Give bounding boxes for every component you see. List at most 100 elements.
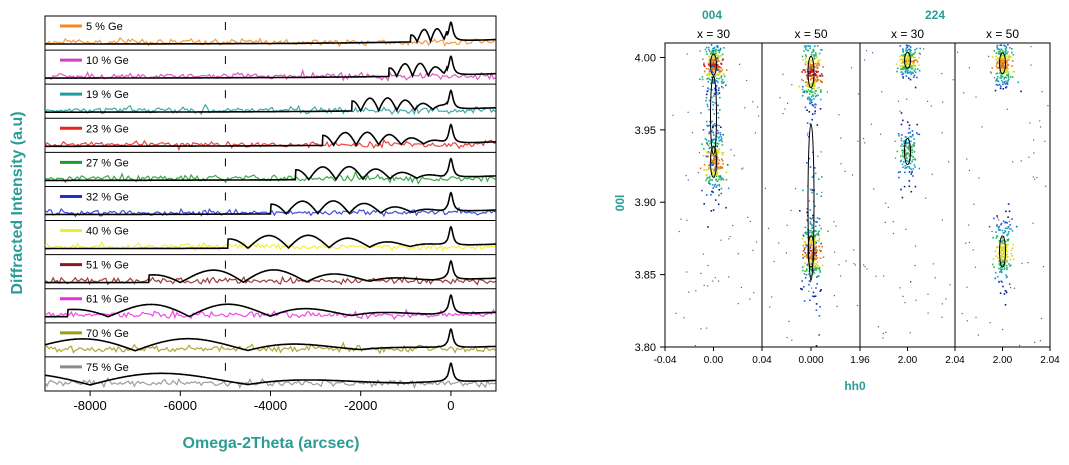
rsm-intensity-point (1006, 267, 1008, 269)
rsm-intensity-point (712, 58, 714, 61)
rsm-intensity-point (913, 145, 915, 147)
rsm-intensity-point (1015, 225, 1018, 228)
rsm-intensity-point (720, 75, 723, 77)
rsm-noise-point (833, 221, 835, 223)
rsm-intensity-point (810, 261, 813, 264)
rsm-intensity-point (802, 234, 805, 236)
rsm-intensity-point (910, 60, 912, 63)
rsm-intensity-point (1000, 57, 1003, 60)
rsm-intensity-point (809, 249, 811, 252)
rsm-intensity-point (815, 251, 818, 254)
rsm-intensity-point (719, 70, 721, 72)
rsm-intensity-point (704, 48, 707, 51)
rsm-intensity-point (911, 62, 914, 64)
rsm-intensity-point (705, 194, 708, 196)
rsm-intensity-point (723, 81, 725, 83)
rsm-y-axis-label: 00l (613, 195, 627, 212)
rsm-intensity-point (713, 47, 715, 50)
rsm-intensity-point (1008, 263, 1010, 265)
rsm-intensity-point (809, 47, 811, 50)
rsm-intensity-point (802, 257, 804, 259)
rsm-intensity-point (1007, 225, 1010, 228)
rsm-intensity-point (720, 179, 722, 181)
rsm-intensity-point (810, 223, 813, 226)
rsm-intensity-point (816, 66, 819, 69)
rsm-intensity-point (714, 62, 716, 64)
rsm-intensity-point (806, 122, 809, 124)
rsm-intensity-point (1005, 291, 1008, 294)
rsm-intensity-point (1002, 253, 1004, 255)
rsm-intensity-point (718, 136, 721, 138)
rsm-noise-point (850, 67, 853, 69)
rsm-intensity-point (1007, 73, 1009, 76)
rsm-intensity-point (906, 70, 908, 73)
rsm-intensity-point (706, 174, 708, 176)
rsm-intensity-point (805, 244, 807, 246)
rsm-noise-point (791, 339, 793, 341)
rsm-intensity-point (711, 179, 713, 181)
rsm-intensity-point (1007, 74, 1009, 76)
rsm-intensity-point (809, 59, 812, 62)
rsm-intensity-point (907, 142, 909, 145)
rsm-intensity-point (708, 147, 711, 150)
rsm-intensity-point (713, 95, 715, 97)
rsm-intensity-point (908, 45, 910, 47)
rsm-intensity-point (720, 126, 722, 128)
rsm-intensity-point (801, 79, 803, 81)
rsm-intensity-point (711, 57, 713, 60)
rsm-intensity-point (999, 264, 1001, 266)
rsm-intensity-point (811, 101, 813, 104)
rsm-intensity-point (814, 234, 817, 236)
rsm-noise-point (744, 107, 746, 109)
rsm-intensity-point (718, 87, 720, 89)
rsm-intensity-point (714, 70, 716, 73)
rsm-intensity-point (718, 51, 721, 54)
rsm-intensity-point (901, 65, 903, 68)
rsm-noise-point (686, 219, 688, 221)
rsm-intensity-point (723, 47, 725, 49)
rsm-noise-point (817, 155, 819, 157)
rsm-intensity-point (1006, 264, 1008, 267)
rsm-intensity-point (914, 185, 917, 188)
rsm-intensity-point (1007, 232, 1010, 235)
rsm-intensity-point (705, 93, 708, 96)
rsm-intensity-point (819, 249, 821, 252)
rsm-intensity-point (995, 83, 998, 86)
rsm-contour (999, 235, 1006, 268)
xrd-measured-line (44, 36, 496, 48)
rsm-noise-point (746, 79, 748, 82)
rsm-intensity-point (808, 280, 811, 282)
rsm-intensity-point (801, 71, 803, 73)
rsm-noise-point (942, 101, 944, 103)
rsm-intensity-point (803, 45, 806, 48)
rsm-intensity-point (714, 159, 717, 162)
rsm-intensity-point (1002, 246, 1005, 248)
rsm-intensity-point (914, 59, 916, 61)
rsm-intensity-point (1000, 66, 1003, 69)
rsm-noise-point (989, 322, 991, 324)
rsm-intensity-point (711, 146, 714, 149)
rsm-noise-point (941, 303, 943, 305)
rsm-noise-point (1010, 287, 1012, 289)
rsm-intensity-point (996, 62, 999, 65)
rsm-noise-point (807, 193, 809, 195)
rsm-intensity-point (900, 112, 903, 114)
rsm-intensity-point (1002, 63, 1004, 66)
rsm-intensity-point (705, 99, 707, 102)
rsm-intensity-point (725, 171, 728, 174)
rsm-intensity-point (718, 148, 721, 151)
rsm-intensity-point (707, 89, 709, 92)
rsm-intensity-point (804, 45, 807, 47)
rsm-intensity-point (799, 210, 801, 212)
rsm-intensity-point (991, 263, 994, 266)
rsm-noise-point (972, 249, 974, 251)
rsm-intensity-point (813, 260, 815, 262)
rsm-intensity-point (909, 52, 912, 54)
rsm-intensity-point (907, 55, 909, 57)
rsm-intensity-point (708, 131, 711, 133)
rsm-noise-point (863, 264, 865, 266)
rsm-intensity-point (996, 225, 998, 227)
rsm-noise-point (790, 209, 792, 212)
legend-label: 5 % Ge (86, 21, 123, 33)
rsm-noise-point (779, 97, 781, 99)
